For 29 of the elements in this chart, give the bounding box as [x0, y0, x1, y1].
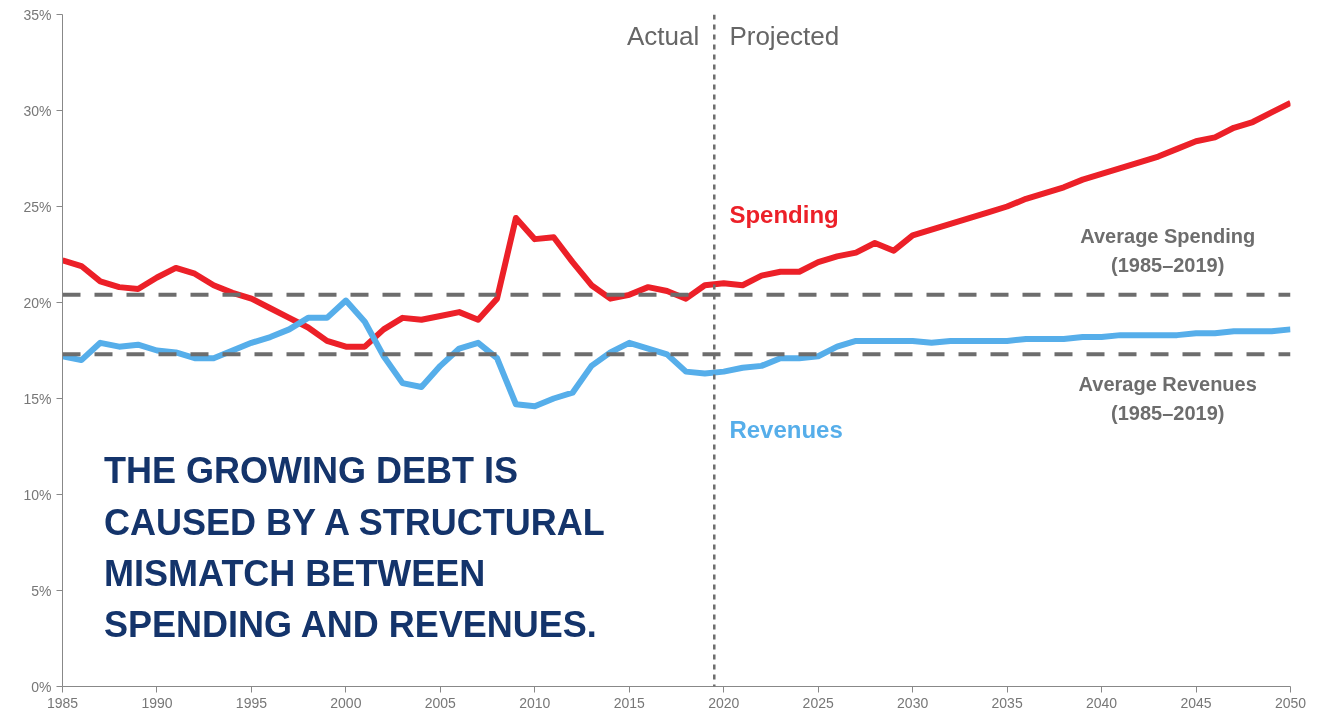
x-tick-label: 2020 — [708, 694, 740, 711]
x-tick-label: 2035 — [991, 694, 1023, 711]
y-tick-label: 15% — [23, 390, 52, 407]
x-tick-label: 2025 — [802, 694, 834, 711]
x-tick-label: 2045 — [1180, 694, 1212, 711]
annotation: Actual — [626, 20, 700, 51]
x-tick-label: 2010 — [519, 694, 551, 711]
x-tick-label: 2005 — [424, 694, 457, 711]
y-tick-label: 5% — [31, 582, 52, 599]
y-tick-label: 0% — [31, 678, 52, 695]
x-tick-label: 2040 — [1086, 694, 1118, 711]
x-tick-label: 2015 — [613, 694, 646, 711]
y-tick-label: 30% — [23, 102, 52, 119]
ref-line-label: Average Spending (1985–2019) — [1080, 225, 1256, 276]
y-tick-label: 35% — [23, 6, 52, 23]
x-tick-label: 1995 — [235, 694, 268, 711]
y-tick-label: 20% — [23, 294, 52, 311]
annotation: THE GROWING DEBT IS CAUSED BY A STRUCTURAL MISMATCH BETWEEN SPENDING AND REVENUES. — [104, 450, 605, 646]
annotation: Projected — [729, 20, 840, 51]
x-tick-label: 1990 — [141, 694, 173, 711]
y-tick-label: 10% — [23, 486, 52, 503]
x-tick-label: 2050 — [1274, 694, 1307, 711]
y-tick-label: 25% — [23, 198, 52, 215]
ref-line-label: Average Revenues (1985–2019) — [1078, 373, 1257, 424]
series-label: Revenues — [729, 415, 843, 443]
x-tick-label: 1985 — [46, 694, 79, 711]
x-tick-label: 2000 — [330, 694, 362, 711]
series-label: Spending — [729, 200, 839, 228]
x-tick-label: 2030 — [897, 694, 929, 711]
